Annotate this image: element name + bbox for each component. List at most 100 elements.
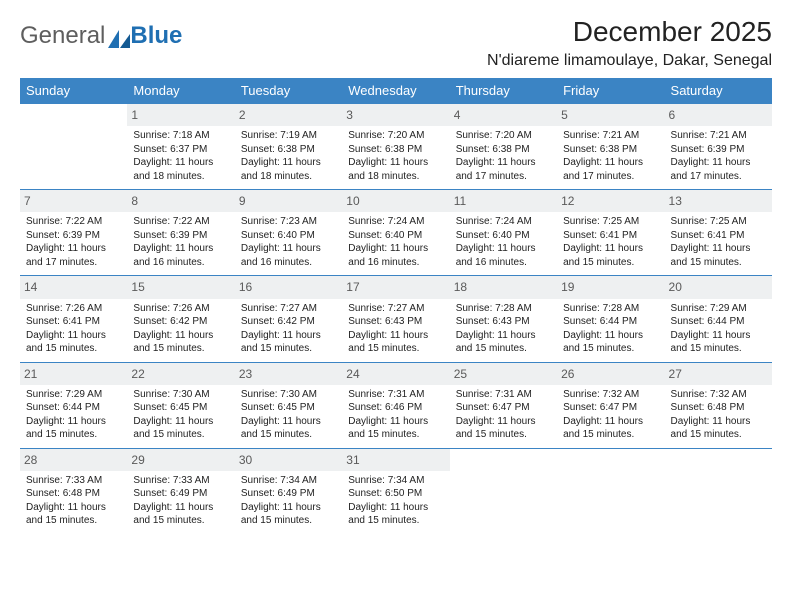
daylight-text: Daylight: 11 hours [133, 329, 228, 343]
sunrise-text: Sunrise: 7:32 AM [563, 388, 658, 402]
sunrise-text: Sunrise: 7:21 AM [671, 129, 766, 143]
calendar-day-cell: 15Sunrise: 7:26 AMSunset: 6:42 PMDayligh… [127, 276, 234, 362]
day-number: 15 [127, 276, 234, 298]
sunset-text: Sunset: 6:38 PM [563, 143, 658, 157]
sunset-text: Sunset: 6:42 PM [241, 315, 336, 329]
daylight-text: Daylight: 11 hours [26, 329, 121, 343]
weekday-header: Saturday [665, 78, 772, 104]
daylight-text: and 17 minutes. [26, 256, 121, 270]
calendar-week-row: 28Sunrise: 7:33 AMSunset: 6:48 PMDayligh… [20, 448, 772, 534]
sunrise-text: Sunrise: 7:28 AM [563, 302, 658, 316]
sunset-text: Sunset: 6:41 PM [671, 229, 766, 243]
daylight-text: and 15 minutes. [133, 514, 228, 528]
calendar-day-cell: 19Sunrise: 7:28 AMSunset: 6:44 PMDayligh… [557, 276, 664, 362]
sunset-text: Sunset: 6:45 PM [241, 401, 336, 415]
brand-part2: Blue [130, 22, 182, 50]
daylight-text: Daylight: 11 hours [671, 156, 766, 170]
sunrise-text: Sunrise: 7:26 AM [26, 302, 121, 316]
sunset-text: Sunset: 6:40 PM [241, 229, 336, 243]
day-number: 9 [235, 190, 342, 212]
calendar-day-cell [665, 448, 772, 534]
sunset-text: Sunset: 6:45 PM [133, 401, 228, 415]
daylight-text: Daylight: 11 hours [456, 415, 551, 429]
daylight-text: and 16 minutes. [348, 256, 443, 270]
daylight-text: and 15 minutes. [671, 428, 766, 442]
day-number: 5 [557, 104, 664, 126]
day-number: 13 [665, 190, 772, 212]
daylight-text: and 15 minutes. [348, 514, 443, 528]
weekday-header: Thursday [450, 78, 557, 104]
calendar-week-row: 14Sunrise: 7:26 AMSunset: 6:41 PMDayligh… [20, 276, 772, 362]
daylight-text: and 17 minutes. [671, 170, 766, 184]
day-number: 31 [342, 449, 449, 471]
sunset-text: Sunset: 6:46 PM [348, 401, 443, 415]
sunrise-text: Sunrise: 7:29 AM [671, 302, 766, 316]
daylight-text: and 15 minutes. [671, 256, 766, 270]
day-number: 6 [665, 104, 772, 126]
calendar-day-cell: 16Sunrise: 7:27 AMSunset: 6:42 PMDayligh… [235, 276, 342, 362]
daylight-text: and 18 minutes. [133, 170, 228, 184]
calendar-body: 1Sunrise: 7:18 AMSunset: 6:37 PMDaylight… [20, 104, 772, 535]
calendar-day-cell: 1Sunrise: 7:18 AMSunset: 6:37 PMDaylight… [127, 104, 234, 190]
sunset-text: Sunset: 6:40 PM [348, 229, 443, 243]
sunset-text: Sunset: 6:48 PM [671, 401, 766, 415]
sunset-text: Sunset: 6:43 PM [348, 315, 443, 329]
calendar-day-cell: 22Sunrise: 7:30 AMSunset: 6:45 PMDayligh… [127, 362, 234, 448]
sunrise-text: Sunrise: 7:24 AM [348, 215, 443, 229]
daylight-text: and 15 minutes. [456, 342, 551, 356]
sunset-text: Sunset: 6:39 PM [133, 229, 228, 243]
sunset-text: Sunset: 6:38 PM [456, 143, 551, 157]
calendar-day-cell: 30Sunrise: 7:34 AMSunset: 6:49 PMDayligh… [235, 448, 342, 534]
daylight-text: and 16 minutes. [133, 256, 228, 270]
weekday-header: Friday [557, 78, 664, 104]
sunset-text: Sunset: 6:48 PM [26, 487, 121, 501]
day-number: 18 [450, 276, 557, 298]
daylight-text: and 15 minutes. [26, 342, 121, 356]
daylight-text: and 16 minutes. [241, 256, 336, 270]
day-number: 22 [127, 363, 234, 385]
daylight-text: Daylight: 11 hours [348, 415, 443, 429]
day-number: 8 [127, 190, 234, 212]
daylight-text: and 15 minutes. [26, 428, 121, 442]
daylight-text: and 15 minutes. [563, 428, 658, 442]
daylight-text: Daylight: 11 hours [348, 501, 443, 515]
daylight-text: and 15 minutes. [563, 342, 658, 356]
calendar-day-cell [450, 448, 557, 534]
daylight-text: Daylight: 11 hours [241, 501, 336, 515]
sunrise-text: Sunrise: 7:28 AM [456, 302, 551, 316]
calendar-day-cell: 21Sunrise: 7:29 AMSunset: 6:44 PMDayligh… [20, 362, 127, 448]
daylight-text: and 15 minutes. [241, 514, 336, 528]
calendar-day-cell: 9Sunrise: 7:23 AMSunset: 6:40 PMDaylight… [235, 190, 342, 276]
daylight-text: and 15 minutes. [241, 428, 336, 442]
calendar-day-cell: 13Sunrise: 7:25 AMSunset: 6:41 PMDayligh… [665, 190, 772, 276]
sunset-text: Sunset: 6:38 PM [348, 143, 443, 157]
calendar-day-cell: 23Sunrise: 7:30 AMSunset: 6:45 PMDayligh… [235, 362, 342, 448]
daylight-text: Daylight: 11 hours [348, 242, 443, 256]
daylight-text: Daylight: 11 hours [133, 242, 228, 256]
calendar-day-cell: 31Sunrise: 7:34 AMSunset: 6:50 PMDayligh… [342, 448, 449, 534]
day-number: 24 [342, 363, 449, 385]
sunrise-text: Sunrise: 7:18 AM [133, 129, 228, 143]
sunset-text: Sunset: 6:41 PM [563, 229, 658, 243]
daylight-text: and 15 minutes. [133, 428, 228, 442]
calendar-day-cell [20, 104, 127, 190]
daylight-text: Daylight: 11 hours [241, 156, 336, 170]
calendar-day-cell: 6Sunrise: 7:21 AMSunset: 6:39 PMDaylight… [665, 104, 772, 190]
brand-sail-icon [108, 27, 130, 45]
sunrise-text: Sunrise: 7:30 AM [133, 388, 228, 402]
daylight-text: Daylight: 11 hours [133, 156, 228, 170]
calendar-week-row: 21Sunrise: 7:29 AMSunset: 6:44 PMDayligh… [20, 362, 772, 448]
daylight-text: and 15 minutes. [563, 256, 658, 270]
day-number: 11 [450, 190, 557, 212]
daylight-text: and 15 minutes. [348, 428, 443, 442]
calendar-day-cell: 17Sunrise: 7:27 AMSunset: 6:43 PMDayligh… [342, 276, 449, 362]
sunset-text: Sunset: 6:43 PM [456, 315, 551, 329]
daylight-text: and 15 minutes. [456, 428, 551, 442]
calendar-day-cell: 27Sunrise: 7:32 AMSunset: 6:48 PMDayligh… [665, 362, 772, 448]
daylight-text: and 17 minutes. [563, 170, 658, 184]
sunrise-text: Sunrise: 7:23 AM [241, 215, 336, 229]
daylight-text: Daylight: 11 hours [241, 415, 336, 429]
weekday-row: SundayMondayTuesdayWednesdayThursdayFrid… [20, 78, 772, 104]
day-number: 16 [235, 276, 342, 298]
daylight-text: and 18 minutes. [241, 170, 336, 184]
